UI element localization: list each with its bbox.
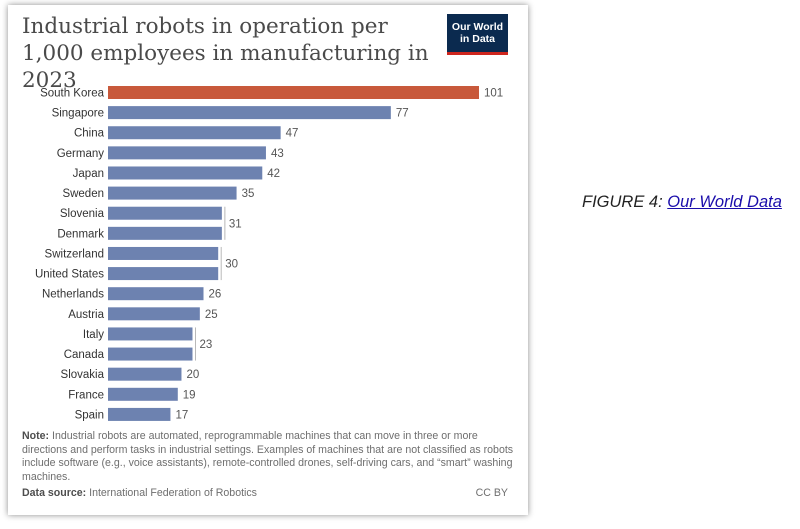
category-label: France [68,389,104,401]
data-source: Data source: International Federation of… [22,487,257,499]
bar-south-korea [108,86,479,99]
value-label: 20 [186,369,199,381]
bar-netherlands [108,287,204,301]
value-label: 77 [396,108,409,120]
value-label: 19 [183,389,196,401]
bar-china [108,126,281,140]
category-label: China [74,128,105,140]
value-label: 17 [175,409,188,421]
category-label: Switzerland [45,248,104,260]
bar-united-states [108,267,219,281]
bar-singapore [108,106,391,120]
category-label: Slovenia [60,208,105,220]
value-label: 23 [199,339,212,351]
value-label: 25 [205,309,218,321]
category-label: Sweden [62,188,104,200]
owid-logo[interactable]: Our World in Data [447,14,508,55]
value-label: 47 [286,128,299,140]
source-text: International Federation of Robotics [89,487,257,499]
bar-japan [108,166,263,180]
bar-italy [108,327,193,341]
chart-card: Industrial robots in operation per 1,000… [8,5,528,515]
category-label: Japan [73,168,104,180]
category-label: Austria [68,309,104,321]
value-label: 31 [229,218,242,230]
category-label: Slovakia [61,369,105,381]
bar-canada [108,347,193,361]
bar-slovenia [108,206,222,220]
category-label: Singapore [52,108,104,120]
category-label: Italy [83,329,104,341]
chart-title: Industrial robots in operation per 1,000… [22,14,429,93]
category-label: Denmark [57,228,104,240]
license-label[interactable]: CC BY [475,487,508,499]
value-label: 30 [225,259,238,271]
bar-france [108,387,178,401]
value-label: 26 [209,289,222,301]
category-label: South Korea [40,88,105,100]
bar-denmark [108,226,222,240]
bar-switzerland [108,246,219,260]
logo-line-1: Our World [451,21,504,33]
bar-slovakia [108,367,182,381]
source-label: Data source: [22,487,87,499]
logo-line-2: in Data [459,33,495,45]
value-label: 35 [242,188,255,200]
note-label: Note: [22,430,50,442]
bar-austria [108,307,200,321]
category-label: Netherlands [42,289,104,301]
value-label: 43 [271,148,284,160]
caption-link[interactable]: Our World Data [667,193,782,211]
figure-caption: FIGURE 4: Our World Data [582,192,782,213]
bar-germany [108,146,266,160]
bar-chart: South Korea Singapore China Germany Japan Swe… [35,86,503,421]
bar-sweden [108,186,237,200]
bar-spain [108,407,171,421]
value-label: 101 [484,88,503,100]
caption-prefix: FIGURE 4: [582,193,668,211]
category-label: Germany [57,148,105,160]
note-text: Industrial robots are automated, reprogr… [22,430,514,483]
category-label: Spain [75,409,104,421]
value-label: 42 [267,168,280,180]
category-label: United States [35,269,104,281]
chart-note: Note: Industrial robots are automated, r… [22,430,522,484]
category-label: Canada [64,349,105,361]
